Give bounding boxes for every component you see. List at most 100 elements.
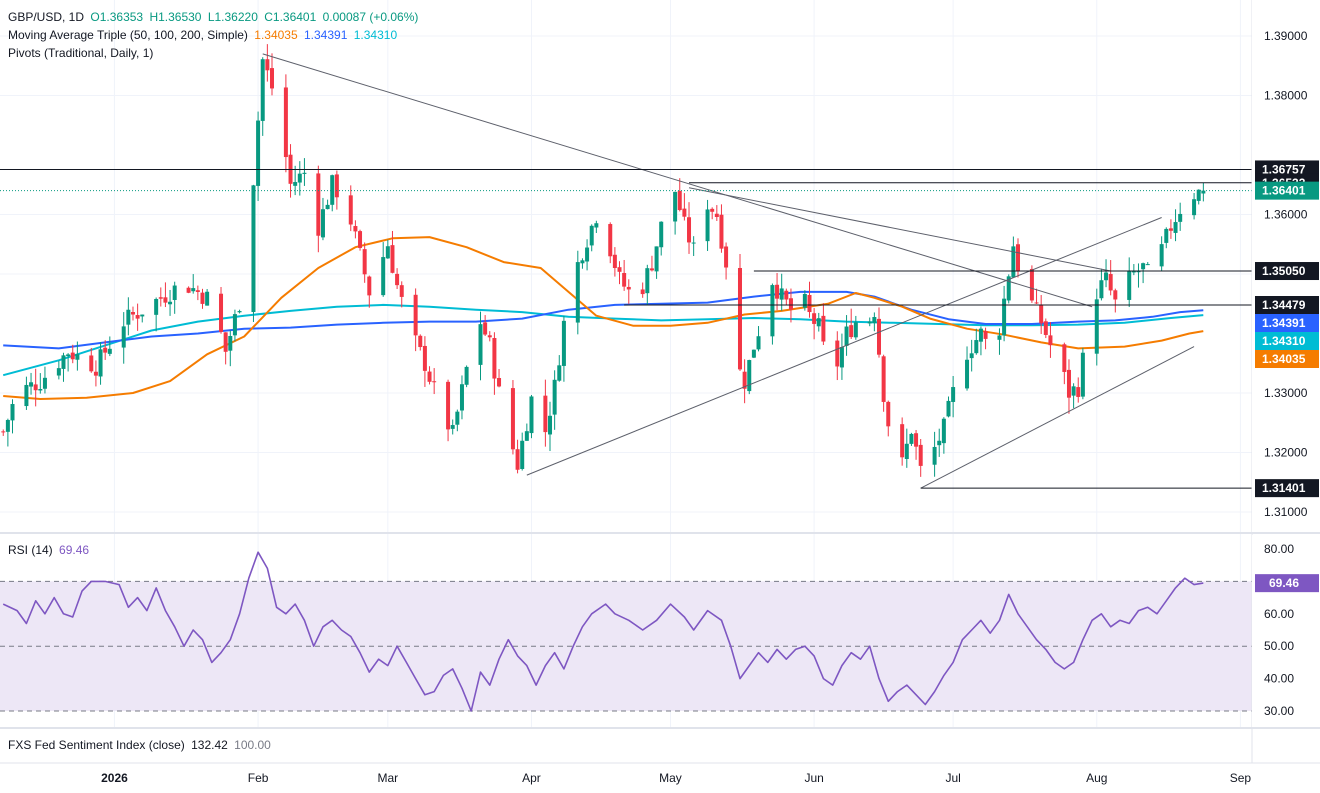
candle-body [367, 276, 372, 296]
candle-body [849, 325, 854, 338]
symbol-title[interactable]: GBP/USD, 1D [8, 10, 85, 24]
rsi-line [2, 551, 1204, 712]
ma-legend[interactable]: Moving Average Triple (50, 100, 200, Sim… [8, 27, 400, 43]
low-value: L1.36220 [207, 10, 258, 24]
candle-body [867, 321, 872, 324]
candle [126, 297, 131, 336]
candle-body [422, 345, 427, 371]
candle [622, 259, 627, 291]
candle [747, 359, 752, 395]
candle [626, 279, 631, 304]
candle [659, 221, 664, 256]
candle-body [1164, 228, 1169, 243]
candle [1192, 193, 1197, 220]
candle [492, 332, 497, 395]
candle-body [1039, 304, 1044, 324]
candle-body [223, 332, 228, 352]
rsi-legend[interactable]: RSI (14) 69.46 [8, 542, 92, 558]
candle [455, 409, 460, 432]
candle-body [608, 224, 613, 257]
candle-body [1141, 263, 1146, 270]
rsi-axis[interactable]: 80.00 60.00 50.00 40.00 30.00 69.46 [1252, 535, 1320, 727]
candle [751, 349, 756, 359]
candle-body [965, 359, 970, 389]
candle [515, 439, 520, 474]
candle [812, 308, 817, 340]
candle [1164, 227, 1169, 249]
candle-body [548, 415, 553, 435]
candle [1108, 260, 1113, 296]
time-tick-label: 2026 [101, 771, 128, 785]
time-tick-label: Mar [377, 771, 398, 785]
candle [446, 379, 451, 442]
time-axis[interactable]: 2026 Feb Mar Apr May Jun Jul Aug Sep [0, 764, 1320, 793]
candle [941, 417, 946, 454]
candle [10, 399, 15, 434]
candle-body [191, 288, 196, 292]
ma50-line [3, 236, 1204, 400]
candle-body [1173, 222, 1178, 233]
candle-body [594, 223, 599, 228]
candle [158, 287, 163, 307]
candle-body [385, 246, 390, 259]
candle [422, 336, 427, 387]
candle [103, 340, 108, 360]
candle [821, 303, 826, 346]
candle-body [1201, 190, 1206, 194]
candle-body [446, 381, 451, 430]
candle [737, 253, 742, 371]
candle [909, 432, 914, 446]
high-value: H1.36530 [149, 10, 202, 24]
candle [24, 376, 29, 410]
candle-body [932, 446, 937, 465]
candle-body [459, 384, 464, 411]
candle [645, 264, 650, 306]
candle [1168, 219, 1173, 239]
candle [395, 268, 400, 289]
candle-body [835, 340, 840, 367]
candle-body [492, 338, 497, 379]
candle-body [677, 190, 682, 211]
candle [154, 297, 159, 332]
candle [575, 250, 580, 335]
candle [654, 246, 659, 279]
candle-body [626, 286, 631, 290]
fxs-legend[interactable]: FXS Fed Sentiment Index (close) 132.42 1… [8, 737, 274, 753]
candle [524, 423, 529, 441]
candle-body [130, 312, 135, 315]
candle [325, 199, 330, 210]
rsi-label[interactable]: RSI (14) [8, 543, 53, 557]
candle [552, 370, 557, 430]
candle [612, 247, 617, 277]
candle [399, 281, 404, 308]
candle-body [219, 293, 224, 332]
candle [1029, 265, 1034, 303]
symbol-legend[interactable]: GBP/USD, 1D O1.36353 H1.36530 L1.36220 C… [8, 9, 421, 25]
pivot-price-tag: 1.35050 [1262, 264, 1306, 278]
candle [1136, 263, 1141, 288]
candle-body [98, 349, 103, 377]
price-tick-label: 1.36000 [1264, 208, 1308, 222]
candle-body [395, 273, 400, 286]
rsi-pane [0, 551, 1252, 712]
ma-label[interactable]: Moving Average Triple (50, 100, 200, Sim… [8, 28, 248, 42]
close-value: C1.36401 [264, 10, 317, 24]
candle-body [487, 335, 492, 338]
pivots-label[interactable]: Pivots (Traditional, Daily, 1) [8, 46, 154, 60]
candle-body [520, 440, 525, 469]
candle-body [1016, 244, 1021, 271]
fxs-label[interactable]: FXS Fed Sentiment Index (close) [8, 738, 185, 752]
trend-and-pivot-lines [0, 53, 1252, 489]
candle-body [1136, 271, 1141, 273]
pivots-legend[interactable]: Pivots (Traditional, Daily, 1) [8, 45, 156, 61]
price-tick-label: 1.31000 [1264, 505, 1308, 519]
candle-body [969, 353, 974, 359]
candle [1145, 262, 1150, 266]
candle [589, 224, 594, 252]
candle-body [853, 322, 858, 338]
candle [1076, 377, 1081, 403]
price-axis[interactable]: 1.390001.380001.360001.350001.330001.320… [1252, 0, 1320, 532]
candle-body [1080, 352, 1085, 397]
time-tick-label: Apr [522, 771, 541, 785]
